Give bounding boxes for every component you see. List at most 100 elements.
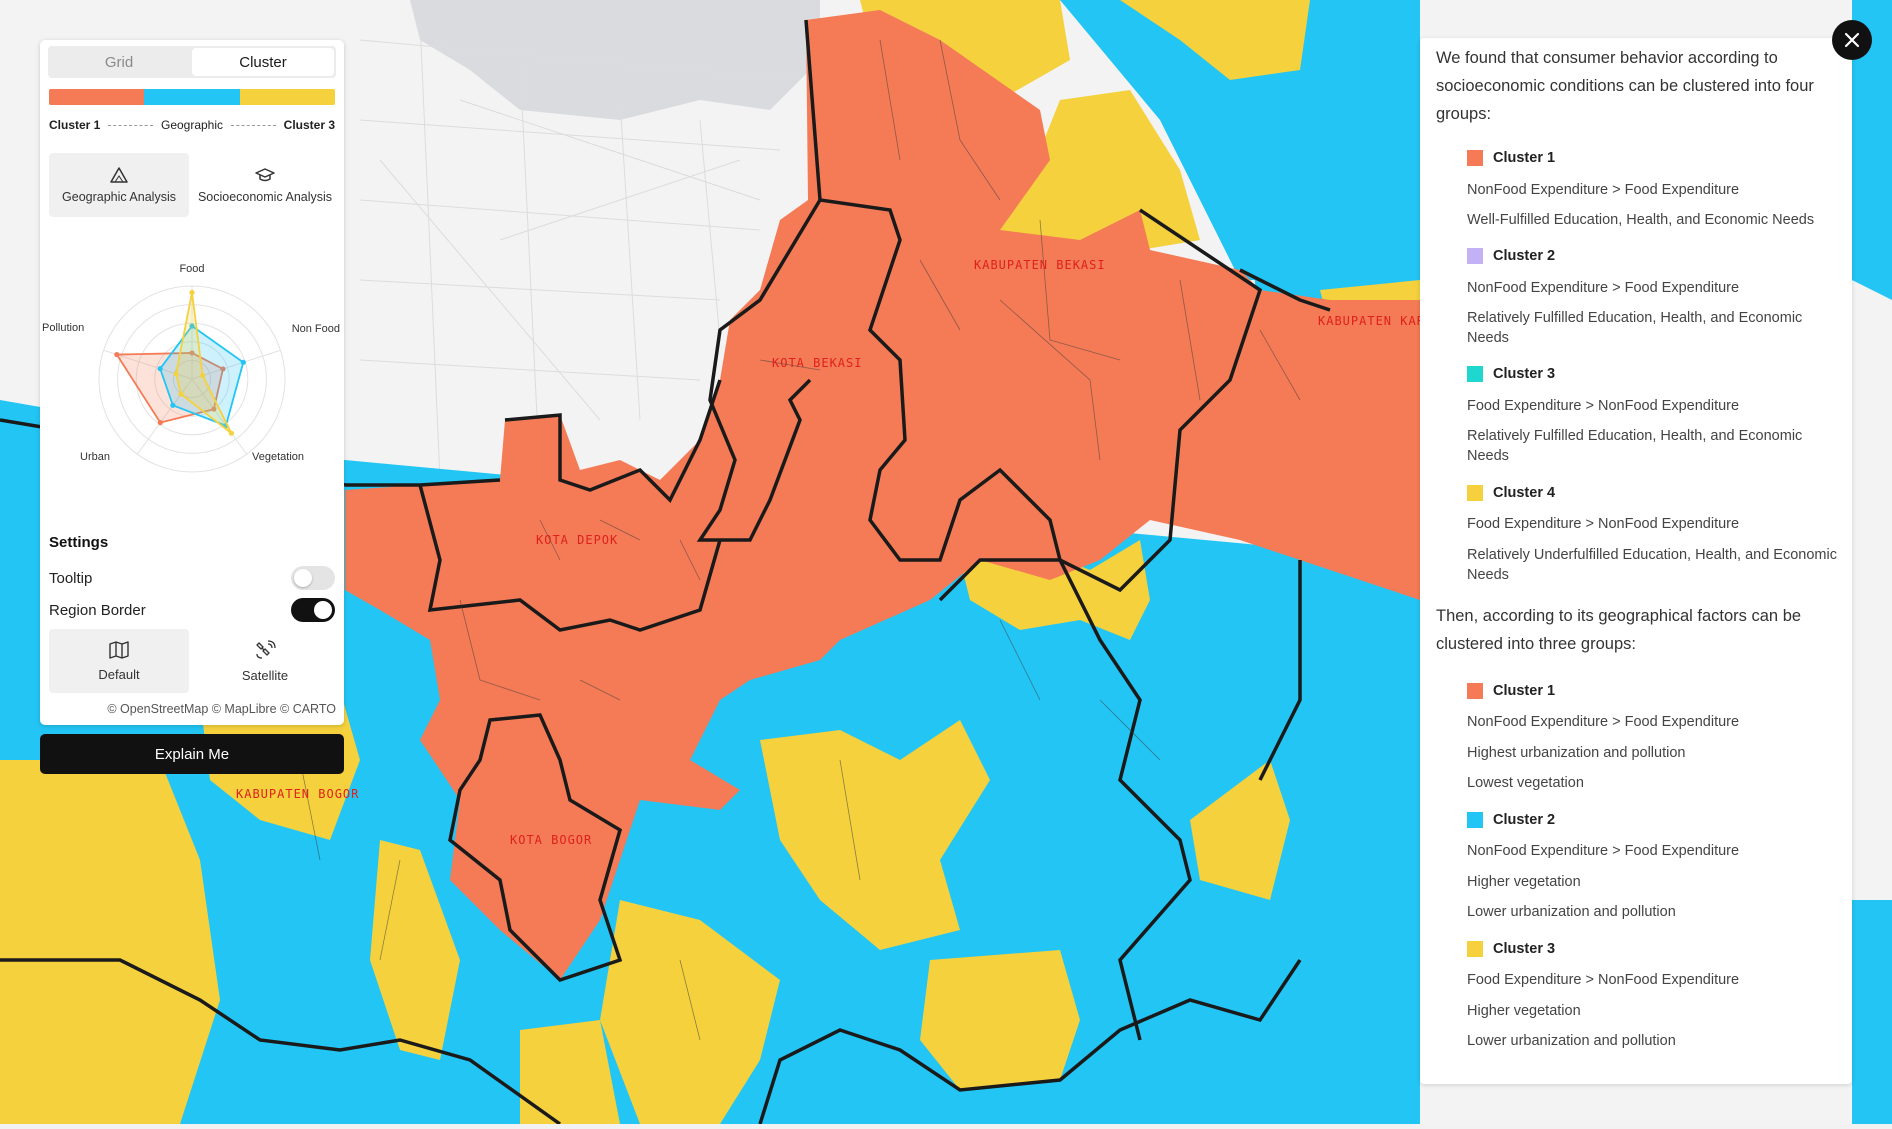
region-yellow-bogor-west <box>0 760 220 1124</box>
radar-point <box>157 420 163 426</box>
geo-cluster-3-line: Higher vegetation <box>1467 1003 1581 1019</box>
map-label-kab-bekasi: KABUPATEN BEKASI <box>974 258 1106 272</box>
socio-cluster-4-line: Relatively Underfulfilled Education, Hea… <box>1467 547 1837 583</box>
socio-cluster-2-name: Cluster 2 <box>1493 248 1556 264</box>
explain-me-button[interactable]: Explain Me <box>40 734 344 774</box>
legend-swatch-cluster-3 <box>239 89 335 105</box>
basemap-default-label: Default <box>98 666 140 682</box>
setting-tooltip-label: Tooltip <box>49 569 93 587</box>
geo-cluster-1-heading: Cluster 1 <box>1467 683 1555 699</box>
sea-jakarta-bay <box>410 0 820 120</box>
radar-point <box>211 406 217 412</box>
radar-point <box>240 359 246 365</box>
geo-cluster-2-line: NonFood Expenditure > Food Expenditure <box>1467 843 1740 859</box>
geographic-analysis-button[interactable]: Geographic Analysis <box>49 153 189 217</box>
radar-axis-label: Vegetation <box>252 451 304 463</box>
geo-cluster-3-heading: Cluster 3 <box>1467 941 1555 957</box>
setting-tooltip: Tooltip <box>49 565 335 591</box>
geo-cluster-1-line: Lowest vegetation <box>1467 775 1584 791</box>
region-yellow-bogor-south <box>600 900 780 1124</box>
radar-axis-label: Urban <box>80 451 110 463</box>
socio-cluster-4-name: Cluster 4 <box>1493 485 1556 501</box>
radar-axis-line <box>191 378 248 455</box>
settings-title: Settings <box>49 534 109 551</box>
color-swatch <box>1467 150 1483 166</box>
radar-point <box>220 366 226 372</box>
legend-swatch-cluster-1 <box>49 89 145 105</box>
socioeconomic-analysis-label: Socioeconomic Analysis <box>197 189 333 204</box>
map-label-kota-bogor: KOTA BOGOR <box>510 833 593 847</box>
socio-cluster-4-line: Food Expenditure > NonFood Expenditure <box>1467 516 1740 532</box>
radar-point <box>114 351 120 358</box>
socio-cluster-1-line: NonFood Expenditure > Food Expenditure <box>1467 182 1740 198</box>
region-border-toggle[interactable] <box>291 598 335 622</box>
color-swatch <box>1467 485 1483 501</box>
toggle-knob <box>294 569 312 587</box>
radar-point <box>157 366 163 372</box>
map-attribution[interactable]: © OpenStreetMap © MapLibre © CARTO <box>107 702 336 716</box>
legend-divider <box>108 124 153 126</box>
radar-point <box>189 350 195 356</box>
map-label-kota-depok: KOTA DEPOK <box>536 533 619 547</box>
socio-cluster-3-heading: Cluster 3 <box>1467 366 1555 382</box>
region-orange-core <box>345 10 1420 980</box>
graduation-cap-icon <box>255 167 275 181</box>
color-swatch <box>1467 366 1483 382</box>
geo-cluster-3-line: Lower urbanization and pollution <box>1467 1033 1676 1049</box>
socio-cluster-1-line: Well-Fulfilled Education, Health, and Ec… <box>1467 212 1815 228</box>
radar-point <box>228 430 234 436</box>
geo-cluster-2-line: Lower urbanization and pollution <box>1467 904 1676 920</box>
geo-cluster-1-name: Cluster 1 <box>1493 683 1556 699</box>
close-panel-button[interactable] <box>1832 20 1872 60</box>
triangle-icon <box>110 166 128 183</box>
radar-point <box>178 391 184 397</box>
radar-axis-line <box>191 349 281 380</box>
radar-point <box>189 289 195 296</box>
radar-series-area <box>175 292 233 434</box>
tab-cluster[interactable]: Cluster <box>192 48 334 76</box>
radar-axis-line <box>136 378 193 455</box>
geo-cluster-3-name: Cluster 3 <box>1493 941 1556 957</box>
radar-axis-label: Food <box>179 263 204 275</box>
setting-region-border: Region Border <box>49 597 335 623</box>
legend-label-right: Cluster 3 <box>283 118 336 132</box>
map-label-kab-karawang: KABUPATEN KARA <box>1318 314 1434 328</box>
legend-label-left: Cluster 1 <box>49 118 101 132</box>
geo-cluster-3-line: Food Expenditure > NonFood Expenditure <box>1467 972 1740 988</box>
intro-text: We found that consumer behavior accordin… <box>1436 49 1814 123</box>
geo-cluster-2-line: Higher vegetation <box>1467 874 1581 890</box>
region-yellow-bekasi-north <box>990 90 1200 260</box>
region-yellow-north <box>860 0 1070 100</box>
color-swatch <box>1467 941 1483 957</box>
tooltip-toggle[interactable] <box>291 566 335 590</box>
color-swatch <box>1467 683 1483 699</box>
socio-cluster-2-line: NonFood Expenditure > Food Expenditure <box>1467 280 1740 296</box>
socio-cluster-1-name: Cluster 1 <box>1493 150 1556 166</box>
tab-grid[interactable]: Grid <box>104 53 134 71</box>
map-label-kota-bekasi: KOTA BEKASI <box>772 356 863 370</box>
control-panel: Grid Cluster Cluster 1 Geographic Cluste… <box>40 40 344 725</box>
socio-cluster-3-name: Cluster 3 <box>1493 366 1556 382</box>
color-swatch <box>1467 248 1483 264</box>
radar-point <box>200 372 206 379</box>
socioeconomic-analysis-button[interactable]: Socioeconomic Analysis <box>195 153 335 217</box>
map-icon <box>109 640 129 659</box>
view-mode-tabs: Grid Cluster <box>48 46 336 78</box>
radar-axis-label: Pollution <box>42 322 84 334</box>
setting-region-border-label: Region Border <box>49 601 146 619</box>
region-yellow-cileungsi <box>760 720 990 950</box>
geo-intro-text: Then, according to its geographical fact… <box>1436 607 1802 653</box>
socio-cluster-2-line: Relatively Fulfilled Education, Health, … <box>1467 310 1803 346</box>
geo-cluster-2-name: Cluster 2 <box>1493 812 1556 828</box>
socio-cluster-3-line: Food Expenditure > NonFood Expenditure <box>1467 398 1740 414</box>
radar-point <box>173 371 179 377</box>
basemap-default-button[interactable]: Default <box>49 629 189 693</box>
region-blue-far-east <box>1852 0 1892 300</box>
color-swatch <box>1467 812 1483 828</box>
legend-swatch-cluster-2 <box>144 89 240 105</box>
legend-labels: Cluster 1 Geographic Cluster 3 <box>49 118 335 132</box>
geo-cluster-1-line: NonFood Expenditure > Food Expenditure <box>1467 714 1740 730</box>
region-yellow-jatiluhur <box>1190 760 1290 900</box>
radar-point <box>170 402 176 408</box>
basemap-satellite-button[interactable]: Satellite <box>195 629 335 693</box>
